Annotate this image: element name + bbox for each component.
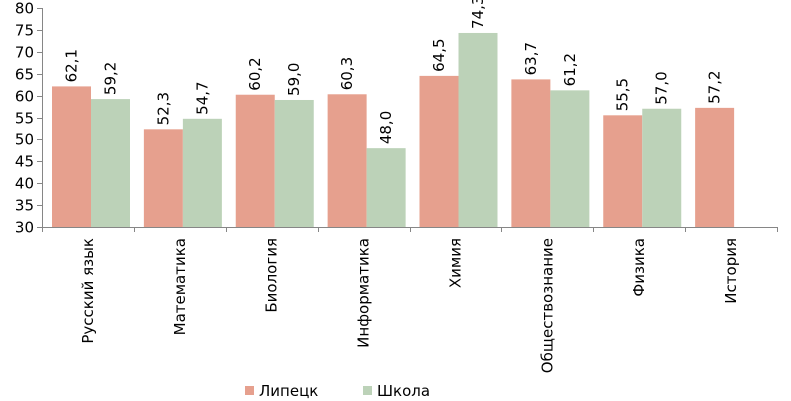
bar-lipetsk (52, 86, 91, 227)
bar-school (91, 99, 130, 227)
data-label: 59,0 (285, 63, 303, 96)
data-label: 57,2 (706, 70, 724, 103)
data-label: 55,5 (614, 78, 632, 111)
data-label: 48,0 (377, 111, 395, 144)
data-label: 74,3 (469, 0, 487, 29)
data-label: 59,2 (102, 62, 120, 95)
data-label: 60,3 (338, 57, 356, 90)
chart-legend: Липецк Школа (245, 382, 430, 400)
data-label: 62,1 (63, 49, 81, 82)
legend-label: Школа (377, 382, 430, 400)
y-tick-label: 45 (15, 153, 34, 171)
category-label: Русский язык (79, 238, 97, 344)
category-label: Обществознание (538, 238, 556, 373)
legend-swatch (245, 386, 254, 395)
legend-label: Липецк (259, 382, 318, 400)
category-label: История (722, 238, 740, 304)
chart-bars (52, 32, 735, 228)
category-label: Информатика (355, 238, 373, 348)
y-tick-label: 80 (15, 0, 34, 18)
y-tick-label: 55 (15, 110, 34, 128)
data-label: 61,2 (561, 53, 579, 86)
bar-lipetsk (327, 94, 367, 227)
bar-lipetsk (419, 75, 459, 227)
bar-school (458, 32, 498, 227)
bar-lipetsk (511, 79, 551, 227)
chart-category-labels: Русский язык Математика Биология Информатик… (79, 238, 740, 373)
bar-lipetsk (235, 94, 275, 227)
y-tick-label: 65 (15, 66, 34, 84)
data-label: 57,0 (653, 71, 671, 104)
bar-school (366, 148, 406, 227)
category-label: Химия (446, 238, 464, 288)
bar-lipetsk (695, 107, 735, 227)
bar-school (274, 99, 314, 227)
y-tick-label: 35 (15, 197, 34, 215)
data-label: 64,5 (430, 38, 448, 71)
y-tick-label: 75 (15, 22, 34, 40)
bar-school (642, 108, 682, 227)
y-tick-label: 30 (15, 219, 34, 237)
y-tick-label: 60 (15, 88, 34, 106)
data-label: 54,7 (193, 81, 211, 114)
y-tick-label: 70 (15, 44, 34, 62)
category-label: Биология (263, 238, 281, 313)
chart-axes: 30 35 40 45 50 55 60 65 70 75 80 (15, 0, 778, 237)
bar-lipetsk (143, 129, 183, 227)
category-label: Физика (630, 238, 648, 297)
y-tick-label: 40 (15, 175, 34, 193)
bar-school (550, 90, 590, 228)
category-label: Математика (171, 238, 189, 335)
data-label: 52,3 (154, 92, 172, 125)
bar-lipetsk (603, 115, 643, 227)
y-tick-label: 50 (15, 131, 34, 149)
bar-school (182, 118, 222, 227)
chart-data-labels: 62,1 52,3 60,2 60,3 64,5 63,7 55,5 57,2 59,2 54,7… (63, 0, 724, 144)
data-label: 60,2 (246, 57, 264, 90)
data-label: 63,7 (522, 42, 540, 75)
legend-swatch (363, 386, 372, 395)
